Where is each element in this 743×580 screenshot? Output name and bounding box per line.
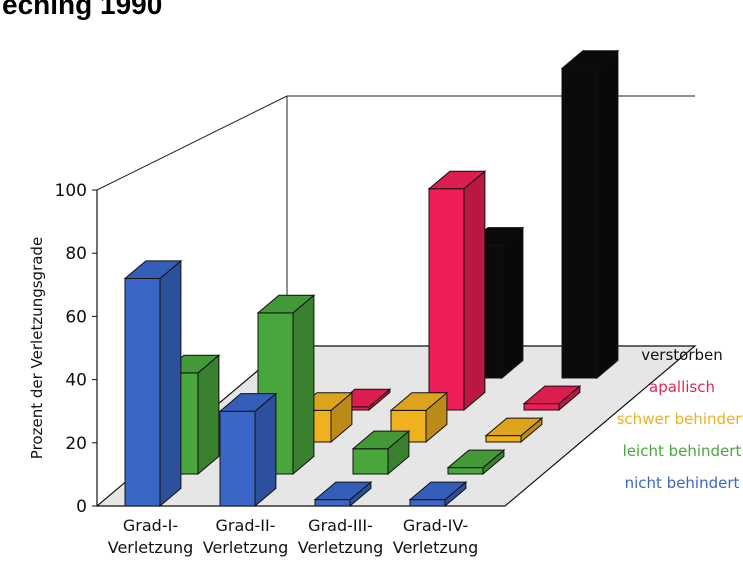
bar bbox=[351, 430, 411, 476]
y-tick-label: 20 bbox=[65, 434, 87, 454]
bar-top bbox=[313, 481, 373, 501]
bar-top bbox=[256, 294, 316, 314]
bar-top bbox=[522, 385, 582, 405]
y-tick-label: 0 bbox=[76, 497, 87, 517]
legend-label: schwer behindert bbox=[617, 410, 743, 428]
bar-side bbox=[254, 392, 277, 508]
legend-label: verstorben bbox=[641, 346, 723, 364]
bar-side bbox=[292, 294, 315, 476]
bar-top bbox=[446, 449, 506, 469]
bar bbox=[446, 449, 506, 476]
bar-front bbox=[219, 410, 256, 507]
bar-top bbox=[218, 393, 278, 412]
bar-side bbox=[159, 259, 182, 508]
bar-front bbox=[447, 467, 484, 475]
bar-side bbox=[197, 354, 220, 476]
y-axis-label: Prozent der Verletzungsgrade bbox=[28, 237, 46, 459]
x-tick-label: Grad-II- bbox=[216, 516, 276, 535]
bar-top bbox=[351, 430, 411, 450]
y-tick-label: 40 bbox=[65, 371, 87, 391]
x-tick-label: Verletzung bbox=[108, 538, 194, 557]
legend-label: nicht behindert bbox=[625, 474, 740, 492]
bar-front bbox=[561, 67, 598, 379]
bar-top bbox=[560, 50, 620, 69]
bar-front bbox=[523, 403, 560, 411]
bar-front bbox=[428, 188, 465, 411]
bar-front bbox=[352, 448, 389, 475]
x-tick-label: Grad-IV- bbox=[403, 516, 468, 535]
x-tick-label: Verletzung bbox=[203, 538, 289, 557]
bar bbox=[123, 259, 183, 508]
bar bbox=[560, 49, 620, 380]
bar bbox=[313, 481, 373, 508]
x-tick-label: Verletzung bbox=[393, 538, 479, 557]
bar bbox=[389, 391, 449, 444]
bar bbox=[522, 385, 582, 412]
y-tick-label: 60 bbox=[65, 307, 87, 327]
bar-side bbox=[501, 226, 524, 380]
bar-front bbox=[485, 435, 522, 443]
bar-top bbox=[389, 392, 449, 411]
bar bbox=[218, 392, 278, 508]
y-tick-label: 100 bbox=[55, 181, 87, 201]
bar-top bbox=[484, 417, 544, 437]
bar bbox=[408, 481, 468, 508]
bar-top bbox=[123, 260, 183, 279]
bar-top bbox=[427, 170, 487, 190]
legend-label: leicht behindert bbox=[623, 442, 742, 460]
legend-label: apallisch bbox=[649, 378, 715, 396]
bar-front bbox=[124, 277, 161, 507]
side-wall-top bbox=[96, 95, 288, 191]
x-tick-label: Grad-III- bbox=[308, 516, 373, 535]
header-title: eching 1990 bbox=[2, 0, 163, 20]
x-tick-label: Verletzung bbox=[298, 538, 384, 557]
bar bbox=[427, 170, 487, 412]
bar-front bbox=[409, 499, 446, 507]
bar-top bbox=[408, 481, 468, 501]
bar bbox=[484, 417, 544, 444]
bar-side bbox=[596, 49, 619, 380]
x-tick-label: Grad-I- bbox=[123, 516, 178, 535]
bar-side bbox=[463, 170, 486, 412]
bar-front bbox=[314, 499, 351, 507]
y-tick-label: 80 bbox=[65, 244, 87, 264]
